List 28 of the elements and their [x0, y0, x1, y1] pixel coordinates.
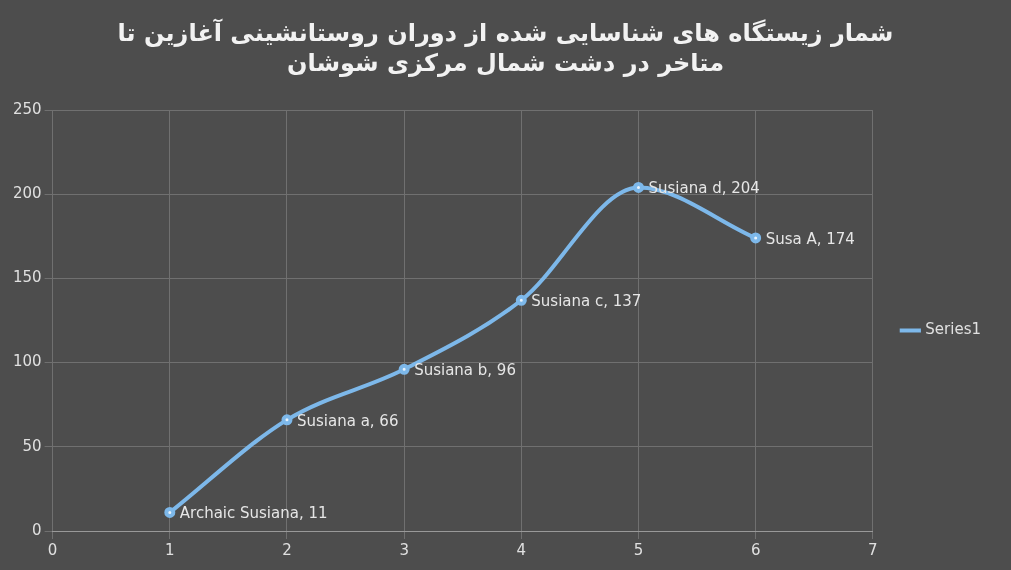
data-label: Archaic Susiana, 11: [179, 504, 328, 523]
point: [164, 506, 176, 518]
data-label: Susiana b, 96: [414, 361, 516, 380]
data-label: Susa A, 174: [765, 229, 855, 248]
x-tick-label: 7: [868, 540, 878, 559]
data-label: Susiana d, 204: [648, 179, 760, 198]
x-tick-label: 6: [750, 540, 761, 559]
chart-title: شمار زیستگاه های شناسایی شده از دوران روستانشینی آغازین تا متاخر در دشت شمال مرکزی شوشان: [116, 17, 895, 79]
point: [398, 363, 410, 375]
data-label: Susiana a, 66: [296, 411, 399, 430]
x-tick-label: 5: [633, 540, 644, 559]
point: [281, 414, 293, 426]
legend-label: Series1: [925, 320, 981, 339]
x-tick-label: 0: [47, 540, 58, 559]
y-tick-label: 200: [12, 184, 42, 203]
y-tick-label: 150: [12, 268, 42, 287]
y-tick-label: 50: [22, 436, 42, 455]
x-tick-label: 2: [282, 540, 292, 559]
point: [515, 294, 527, 306]
y-tick-label: 100: [12, 352, 42, 371]
x-tick-label: 4: [516, 540, 527, 559]
point: [632, 181, 644, 193]
y-tick-label: 0: [32, 520, 42, 539]
point: [750, 232, 762, 244]
data-label: Susiana c, 137: [531, 292, 642, 311]
x-tick-label: 3: [399, 540, 409, 559]
x-tick-label: 1: [165, 540, 175, 559]
y-tick-label: 250: [12, 99, 42, 118]
